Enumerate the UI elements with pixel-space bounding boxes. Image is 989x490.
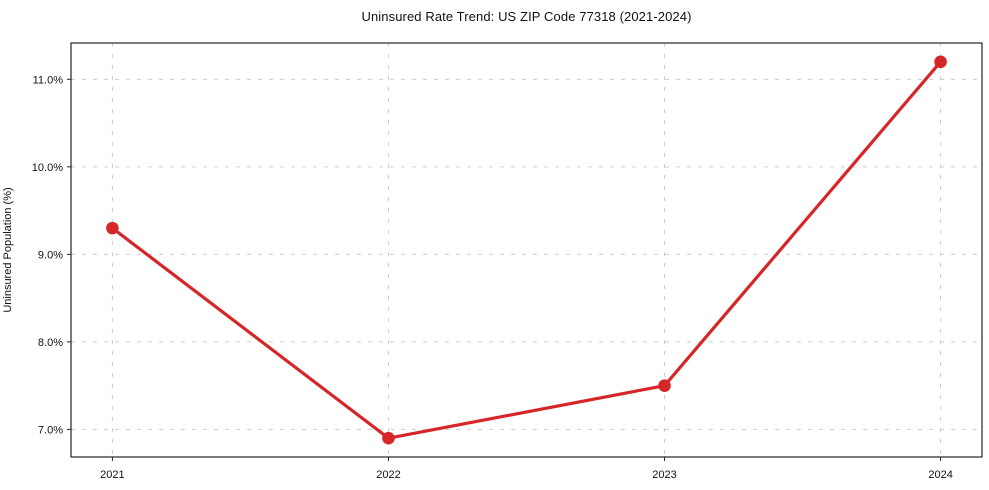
x-tick-label: 2021 xyxy=(100,469,124,481)
data-point-2023 xyxy=(658,379,671,392)
plot-border xyxy=(70,42,983,458)
x-tick-label: 2023 xyxy=(652,469,676,481)
data-point-2022 xyxy=(382,431,395,445)
chart-title: Uninsured Rate Trend: US ZIP Code 77318 … xyxy=(361,9,692,24)
data-point-2024 xyxy=(934,55,947,69)
y-tick-label: 11.0% xyxy=(33,74,64,86)
x-tick-label: 2024 xyxy=(928,469,952,481)
x-tick-label: 2022 xyxy=(376,469,400,481)
y-tick-label: 8.0% xyxy=(38,337,63,349)
y-tick-label: 9.0% xyxy=(38,249,63,261)
trend-line xyxy=(110,60,943,440)
data-point-2021 xyxy=(106,221,119,235)
y-tick-label: 10.0% xyxy=(32,162,63,174)
y-tick-label: 7.0% xyxy=(38,424,63,436)
